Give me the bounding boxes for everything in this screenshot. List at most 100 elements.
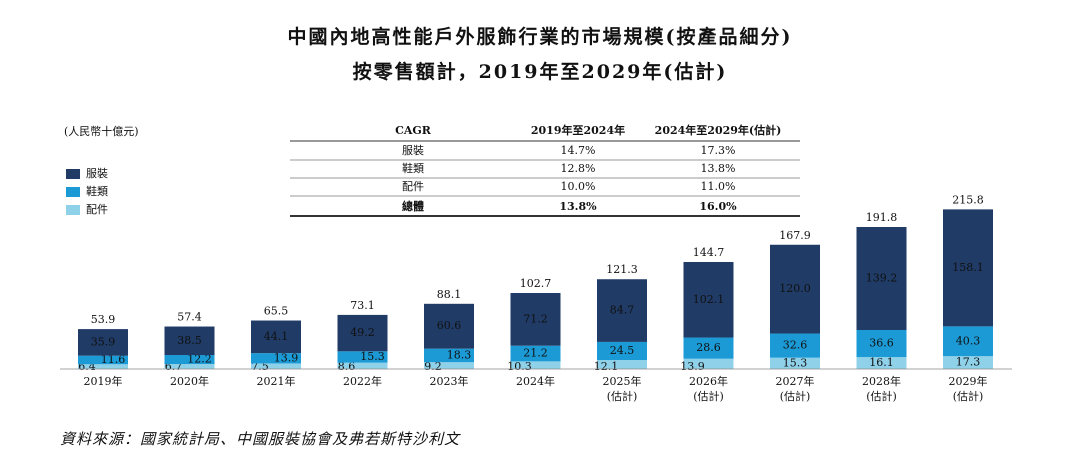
bar-segment	[424, 348, 474, 363]
table-cell: 10.0%	[561, 180, 596, 193]
x-tick-label: 2026年	[689, 374, 728, 388]
chart-title: 中國內地高性能戶外服飾行業的市場規模(按產品細分)	[288, 25, 793, 48]
data-label: 44.1	[264, 330, 289, 343]
data-label: 71.2	[523, 312, 548, 325]
data-label: 9.2	[424, 360, 442, 373]
data-label: 28.6	[696, 341, 721, 354]
data-label: 49.2	[350, 326, 375, 339]
x-tick-label: 2024年	[516, 374, 555, 388]
source-note: 資料來源：國家統計局、中國服裝協會及弗若斯特沙利文	[60, 430, 461, 448]
data-label: 102.1	[693, 293, 725, 306]
legend-swatch	[66, 187, 80, 197]
data-label: 12.1	[594, 360, 619, 373]
bar-segment	[164, 364, 215, 369]
x-tick-label: 2021年	[257, 374, 296, 388]
data-label: 15.3	[360, 350, 385, 363]
total-label: 191.8	[866, 211, 898, 224]
bar-segment	[164, 355, 215, 365]
data-label: 13.9	[274, 351, 299, 364]
bar-segment	[770, 333, 820, 358]
total-label: 53.9	[91, 313, 116, 326]
data-label: 139.2	[866, 271, 898, 284]
table-cell: 17.3%	[701, 144, 736, 157]
x-tick-label: (估計)	[607, 389, 638, 403]
legend-label: 鞋類	[86, 184, 108, 198]
bar-segment	[943, 209, 993, 327]
bar-segment	[510, 345, 561, 362]
total-label: 73.1	[350, 299, 375, 312]
x-tick-label: (估計)	[780, 389, 811, 403]
bar-segment	[856, 330, 907, 358]
table-cell: 總體	[402, 199, 424, 213]
data-label: 84.7	[610, 304, 635, 317]
bar-segment	[770, 244, 820, 334]
table-cell: 服裝	[402, 144, 424, 157]
x-tick-label: 2022年	[343, 374, 382, 388]
bar-segment	[510, 293, 561, 346]
total-label: 65.5	[264, 305, 289, 318]
data-label: 8.6	[338, 360, 356, 373]
bar-segment	[251, 363, 301, 369]
bar-segment	[770, 357, 820, 369]
table-cell: 16.0%	[699, 200, 737, 213]
table-cell: 配件	[402, 180, 424, 193]
bar-segment	[78, 355, 128, 365]
data-label: 10.3	[507, 360, 532, 373]
bar-segment	[597, 341, 647, 361]
bar-segment	[78, 364, 128, 369]
total-label: 102.7	[520, 277, 552, 290]
data-label: 35.9	[91, 335, 116, 348]
x-tick-label: 2023年	[430, 374, 469, 388]
total-label: 167.9	[779, 229, 811, 242]
bar-segment	[251, 320, 301, 354]
table-header: CAGR	[395, 124, 432, 137]
table-header: 2024年至2029年(估計)	[655, 123, 782, 137]
total-label: 144.7	[693, 246, 725, 259]
table-cell: 13.8%	[701, 162, 736, 175]
bar-segment	[856, 357, 907, 369]
bar-segment	[337, 362, 388, 369]
table-cell: 鞋類	[402, 161, 424, 175]
data-label: 120.0	[779, 282, 811, 295]
bar-segment	[943, 326, 993, 357]
bar-segment	[251, 353, 301, 364]
x-tick-label: 2028年	[862, 374, 901, 388]
x-tick-label: 2029年	[949, 374, 988, 388]
legend-swatch	[66, 169, 80, 179]
data-label: 32.6	[783, 339, 808, 352]
total-label: 215.8	[952, 193, 984, 206]
bar-segment	[683, 358, 734, 369]
bar-segment	[424, 362, 474, 369]
x-tick-label: 2027年	[776, 374, 815, 388]
data-label: 16.1	[869, 356, 894, 369]
data-label: 21.2	[523, 347, 548, 360]
bar-segment	[337, 314, 388, 352]
bar-segment	[78, 329, 128, 356]
table-cell: 11.0%	[701, 180, 736, 193]
legend-label: 配件	[86, 203, 108, 216]
x-tick-label: (估計)	[693, 389, 724, 403]
data-label: 36.6	[869, 337, 894, 350]
total-label: 57.4	[177, 311, 202, 324]
bar-segment	[510, 361, 561, 369]
bar-segment	[164, 326, 215, 356]
data-label: 17.3	[956, 356, 981, 369]
data-label: 38.5	[177, 334, 202, 347]
unit-label: (人民幣十億元)	[64, 124, 139, 138]
x-tick-label: 2019年	[84, 374, 123, 388]
data-label: 158.1	[952, 261, 984, 274]
bar-segment	[683, 337, 734, 359]
table-cell: 14.7%	[561, 144, 596, 157]
total-label: 88.1	[437, 288, 462, 301]
bar-segment	[424, 303, 474, 349]
data-label: 18.3	[447, 348, 472, 361]
total-label: 121.3	[606, 263, 638, 276]
table-cell: 12.8%	[561, 162, 596, 175]
data-label: 60.6	[437, 319, 462, 332]
data-label: 24.5	[610, 344, 635, 357]
table-cell: 13.8%	[559, 200, 597, 213]
data-label: 40.3	[956, 334, 981, 347]
data-label: 12.2	[187, 353, 212, 366]
